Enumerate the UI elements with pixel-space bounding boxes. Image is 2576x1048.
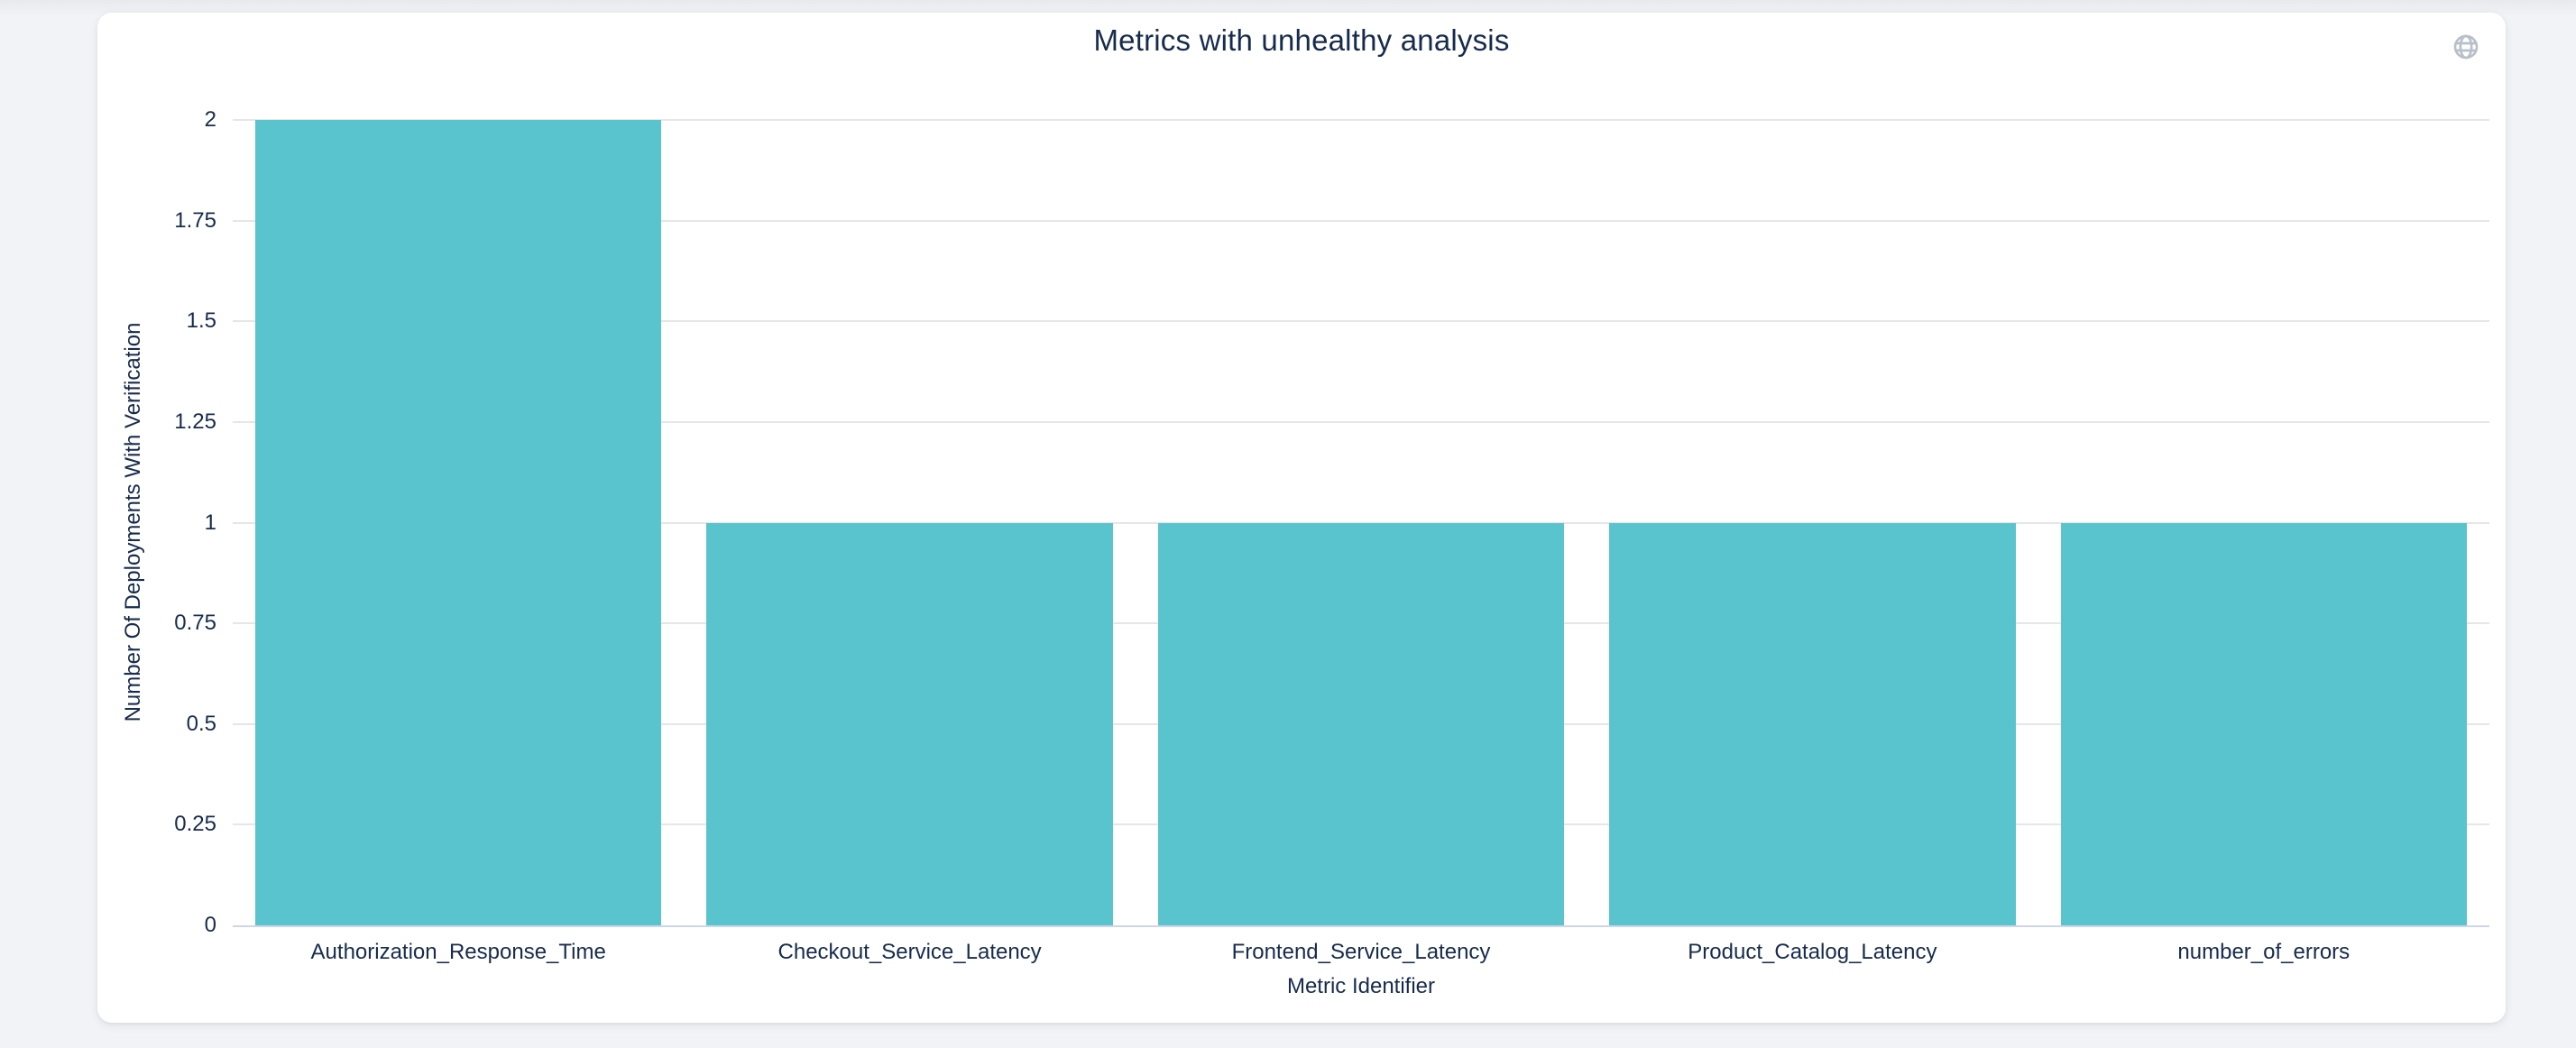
gridline (233, 219, 2489, 222)
x-tick-label: Frontend_Service_Latency (1231, 940, 1491, 964)
plot-area (233, 119, 2489, 927)
gridline (233, 320, 2489, 323)
x-tick-label: Product_Catalog_Latency (1688, 940, 1937, 964)
y-tick-label: 0.5 (186, 711, 216, 736)
globe-button[interactable] (2452, 32, 2480, 61)
y-axis-tick-labels: 0 0.25 0.5 0.75 1 1.25 1.5 1.75 2 (97, 107, 216, 937)
chart-card: Metrics with unhealthy analysis Number O… (97, 13, 2506, 1023)
gridline (233, 119, 2489, 121)
x-axis-line (233, 925, 2489, 927)
y-tick-label: 0.25 (174, 812, 216, 837)
y-tick-label: 1.75 (174, 207, 216, 233)
x-tick-label: number_of_errors (2177, 940, 2351, 964)
x-tick-label: Checkout_Service_Latency (777, 940, 1042, 964)
x-axis-tick-labels: Authorization_Response_Time Checkout_Serv… (233, 925, 2489, 964)
x-axis-title: Metric Identifier (1286, 974, 1436, 998)
top-shade (0, 0, 2576, 16)
bar-number_of_errors[interactable] (2060, 522, 2467, 925)
gridline (233, 420, 2489, 423)
bar-Product_Catalog_Latency[interactable] (1609, 522, 2016, 925)
globe-icon (2452, 34, 2480, 64)
bar-Checkout_Service_Latency[interactable] (706, 522, 1113, 925)
y-tick-label: 0 (204, 913, 216, 937)
y-tick-label: 0.75 (174, 611, 216, 636)
bar-Frontend_Service_Latency[interactable] (1157, 522, 1565, 925)
bar-Authorization_Response_Time[interactable] (255, 120, 662, 925)
chart-title: Metrics with unhealthy analysis (1093, 23, 1510, 57)
y-tick-label: 2 (204, 107, 216, 132)
y-tick-label: 1 (204, 510, 216, 535)
y-tick-label: 1.5 (186, 308, 216, 334)
x-tick-label: Authorization_Response_Time (310, 940, 606, 964)
y-tick-label: 1.25 (174, 409, 216, 434)
